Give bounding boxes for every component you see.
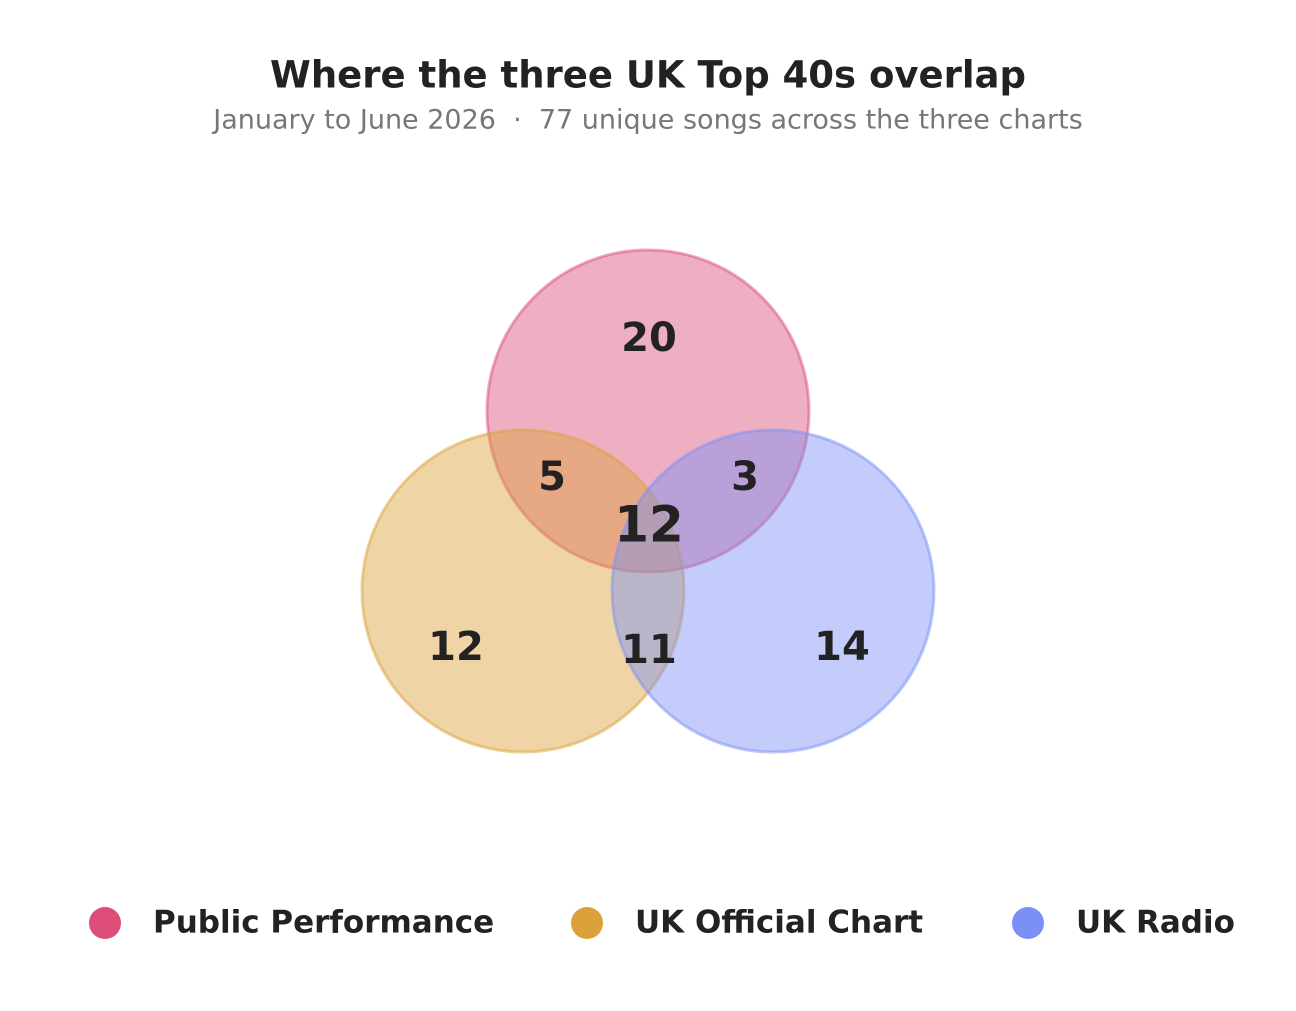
legend-swatch [89, 907, 121, 939]
legend-swatch [571, 907, 603, 939]
legend-label: UK Radio [1076, 905, 1235, 941]
region-value: 11 [621, 627, 677, 673]
region-value: 3 [731, 454, 759, 500]
legend-label: Public Performance [153, 905, 494, 941]
region-value: 12 [428, 624, 484, 670]
chart-title: Where the three UK Top 40s overlap [270, 54, 1026, 97]
set-circle [360, 428, 686, 754]
region-value: 14 [814, 624, 870, 670]
set-circle [610, 428, 936, 754]
chart-subtitle: January to June 2026 · 77 unique songs a… [211, 105, 1083, 136]
legend-label: UK Official Chart [635, 905, 923, 941]
circles [360, 248, 936, 754]
region-value: 20 [621, 315, 677, 361]
legend: Public Performance UK Official Chart UK Ra… [89, 905, 1235, 941]
set-circle [485, 248, 811, 574]
region-value: 5 [538, 454, 566, 500]
region-value: 12 [614, 496, 684, 554]
legend-swatch [1012, 907, 1044, 939]
region-labels: 20 12 14 5 3 11 12 [428, 315, 870, 673]
